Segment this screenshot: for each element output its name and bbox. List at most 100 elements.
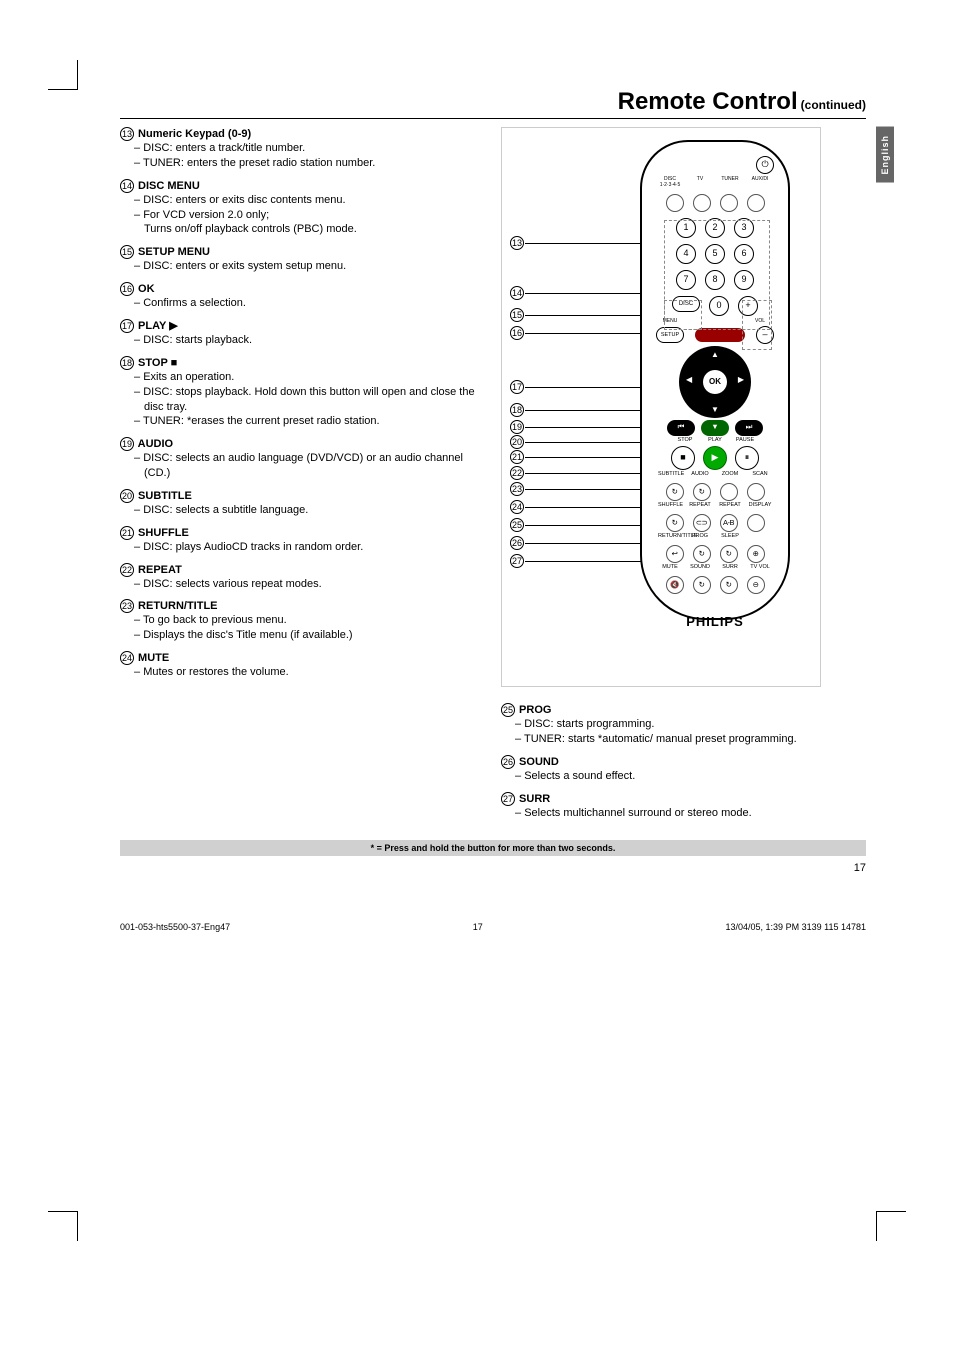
remote-item: 14 DISC MENU DISC: enters or exits disc … <box>120 179 485 238</box>
item-title: 19 AUDIO <box>120 437 485 451</box>
callout: 26 <box>510 536 524 550</box>
callout-number: 24 <box>510 500 524 514</box>
callout: 24 <box>510 500 524 514</box>
disc-group <box>664 300 702 330</box>
item-desc: Exits an operation. <box>134 370 485 385</box>
item-number: 18 <box>120 356 134 370</box>
item-number: 22 <box>120 563 134 577</box>
remote-item: 25 PROG DISC: starts programming.TUNER: … <box>501 703 866 747</box>
foot-left: 001-053-hts5500-37-Eng47 <box>120 922 230 932</box>
item-number: 13 <box>120 127 134 141</box>
remote-item: 26 SOUND Selects a sound effect. <box>501 755 866 784</box>
remote-diagram: 13 14 15 16 17 18 19 20 21 22 23 24 25 2… <box>501 127 821 687</box>
item-desc: DISC: starts playback. <box>134 333 485 348</box>
item-title: 23 RETURN/TITLE <box>120 599 485 613</box>
left-column: 13 Numeric Keypad (0-9) DISC: enters a t… <box>120 127 485 828</box>
callout: 22 <box>510 466 524 480</box>
item-title: 14 DISC MENU <box>120 179 485 193</box>
item-number: 26 <box>501 755 515 769</box>
page-header: Remote Control (continued) <box>120 88 866 119</box>
callout-number: 20 <box>510 435 524 449</box>
callout-number: 13 <box>510 236 524 250</box>
callout-number: 19 <box>510 420 524 434</box>
remote-item: 20 SUBTITLE DISC: selects a subtitle lan… <box>120 489 485 518</box>
page-footer: 001-053-hts5500-37-Eng47 17 13/04/05, 1:… <box>120 922 866 932</box>
callout: 25 <box>510 518 524 532</box>
language-tab: English <box>876 127 894 183</box>
item-number: 25 <box>501 703 515 717</box>
item-desc: DISC: stops playback. Hold down this but… <box>134 385 485 415</box>
item-desc: TUNER: *erases the current preset radio … <box>134 414 485 429</box>
item-number: 24 <box>120 651 134 665</box>
remote-item: 24 MUTE Mutes or restores the volume. <box>120 651 485 680</box>
item-title: 22 REPEAT <box>120 563 485 577</box>
item-number: 14 <box>120 179 134 193</box>
callout-number: 26 <box>510 536 524 550</box>
item-title: 18 STOP ■ <box>120 356 485 370</box>
transport-row: ■▶⏸ <box>642 446 788 470</box>
item-desc: Selects a sound effect. <box>515 769 866 784</box>
foot-mid: 17 <box>473 922 483 932</box>
source-labels: DISC 1·2·3·4·5TVTUNERAUX/DI <box>642 176 788 188</box>
item-desc: For VCD version 2.0 only;Turns on/off pl… <box>134 208 485 238</box>
item-desc: DISC: selects a subtitle language. <box>134 503 485 518</box>
prev-next-row: ⏮▼⏭ <box>642 420 788 436</box>
item-title: 21 SHUFFLE <box>120 526 485 540</box>
item-title: 20 SUBTITLE <box>120 489 485 503</box>
item-desc: TUNER: starts *automatic/ manual preset … <box>515 732 866 747</box>
callout: 15 <box>510 308 524 322</box>
remote-item: 19 AUDIO DISC: selects an audio language… <box>120 437 485 481</box>
foot-right: 13/04/05, 1:39 PM 3139 115 14781 <box>726 922 866 932</box>
header-sub: (continued) <box>801 98 866 112</box>
item-desc: Mutes or restores the volume. <box>134 665 485 680</box>
callout-number: 18 <box>510 403 524 417</box>
page-number: 17 <box>120 862 866 874</box>
callout-number: 15 <box>510 308 524 322</box>
item-desc: DISC: selects an audio language (DVD/VCD… <box>134 451 485 481</box>
remote-item: 13 Numeric Keypad (0-9) DISC: enters a t… <box>120 127 485 171</box>
item-desc: DISC: enters or exits system setup menu. <box>134 259 485 274</box>
item-title: 16 OK <box>120 282 485 296</box>
callout: 13 <box>510 236 524 250</box>
callout: 18 <box>510 403 524 417</box>
item-desc: DISC: selects various repeat modes. <box>134 577 485 592</box>
crop-mark <box>876 1211 906 1241</box>
callout-number: 14 <box>510 286 524 300</box>
item-title: 25 PROG <box>501 703 866 717</box>
callout-number: 27 <box>510 554 524 568</box>
vol-group <box>742 300 772 350</box>
right-column: English 13 14 15 16 17 18 19 20 21 22 23… <box>501 127 866 828</box>
callout-number: 23 <box>510 482 524 496</box>
item-title: 27 SURR <box>501 792 866 806</box>
item-desc: Displays the disc's Title menu (if avail… <box>134 628 485 643</box>
remote-item: 16 OK Confirms a selection. <box>120 282 485 311</box>
callout: 20 <box>510 435 524 449</box>
item-number: 19 <box>120 437 134 451</box>
source-buttons <box>642 194 788 212</box>
remote-item: 17 PLAY ▶ DISC: starts playback. <box>120 319 485 348</box>
remote-item: 27 SURR Selects multichannel surround or… <box>501 792 866 821</box>
remote-item: 15 SETUP MENU DISC: enters or exits syst… <box>120 245 485 274</box>
item-number: 23 <box>120 599 134 613</box>
item-desc: DISC: enters a track/title number. <box>134 141 485 156</box>
item-number: 17 <box>120 319 134 333</box>
item-desc: DISC: starts programming. <box>515 717 866 732</box>
item-title: 26 SOUND <box>501 755 866 769</box>
callout-number: 16 <box>510 326 524 340</box>
item-title: 15 SETUP MENU <box>120 245 485 259</box>
item-title: 13 Numeric Keypad (0-9) <box>120 127 485 141</box>
remote-outline: ⏻ DISC 1·2·3·4·5TVTUNERAUX/DI 123 456 78… <box>640 140 790 620</box>
item-desc: TUNER: enters the preset radio station n… <box>134 156 485 171</box>
callout-number: 17 <box>510 380 524 394</box>
item-desc: DISC: enters or exits disc contents menu… <box>134 193 485 208</box>
remote-item: 22 REPEAT DISC: selects various repeat m… <box>120 563 485 592</box>
callout: 14 <box>510 286 524 300</box>
header-title: Remote Control <box>618 88 798 115</box>
crop-mark <box>48 60 78 90</box>
item-desc: To go back to previous menu. <box>134 613 485 628</box>
callout-number: 25 <box>510 518 524 532</box>
callout: 21 <box>510 450 524 464</box>
callout-line <box>525 561 659 562</box>
callout: 17 <box>510 380 524 394</box>
dpad: ▲▼◀▶ <box>679 346 751 418</box>
